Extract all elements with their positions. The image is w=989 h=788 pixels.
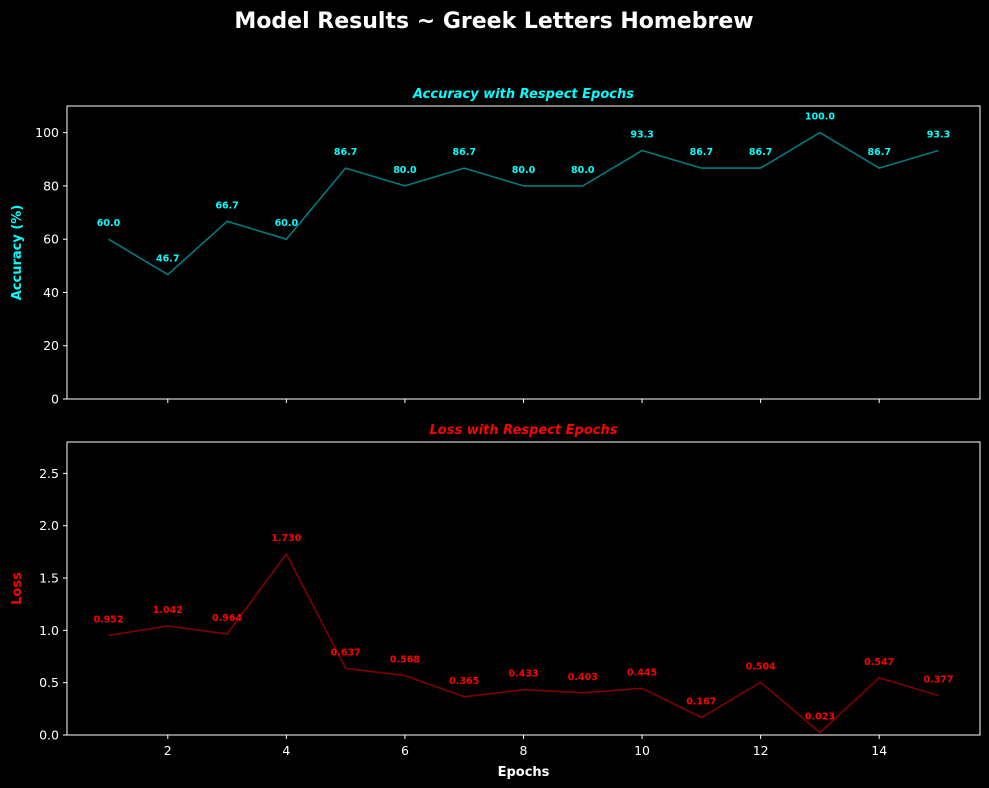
accuracy-chart-title: Accuracy with Respect Epochs [412,87,634,102]
accuracy-y-tick-label: 100 [35,125,59,140]
loss-data-label: 0.365 [449,676,479,687]
loss-data-label: 0.167 [686,697,716,708]
accuracy-y-axis-label: Accuracy (%) [10,205,25,301]
accuracy-data-label: 86.7 [749,147,772,158]
loss-y-tick-label: 1.5 [39,571,59,586]
loss-x-tick-label: 8 [520,743,528,758]
accuracy-y-tick-label: 0 [51,392,59,407]
accuracy-data-label: 86.7 [690,147,713,158]
loss-x-tick-label: 12 [753,743,769,758]
loss-data-label: 0.964 [212,613,242,624]
accuracy-data-label: 80.0 [571,165,595,176]
loss-y-tick-label: 1.0 [39,623,59,638]
loss-x-tick-label: 6 [401,743,409,758]
loss-y-tick-label: 2.5 [39,466,59,481]
figure-title: Model Results ~ Greek Letters Homebrew [234,9,753,34]
loss-x-tick-label: 4 [282,743,290,758]
loss-x-tick-label: 10 [634,743,650,758]
accuracy-data-label: 86.7 [452,147,475,158]
accuracy-chart: Accuracy with Respect Epochs Accuracy (%… [10,87,981,407]
loss-data-label: 0.952 [93,614,123,625]
accuracy-data-label: 86.7 [867,147,890,158]
loss-data-label: 0.637 [331,647,361,658]
loss-data-label: 0.377 [923,675,953,686]
loss-data-label: 0.445 [627,667,657,678]
loss-chart-title: Loss with Respect Epochs [430,423,618,438]
loss-data-label: 0.504 [746,661,776,672]
loss-data-label: 0.547 [864,657,894,668]
loss-y-axis-label: Loss [10,572,25,605]
accuracy-data-label: 86.7 [334,147,357,158]
loss-y-tick-label: 0.0 [39,728,59,743]
accuracy-y-tick-label: 80 [43,178,59,193]
loss-data-label: 0.568 [390,655,420,666]
accuracy-series-line [108,131,939,276]
loss-y-tick-label: 0.5 [39,675,59,690]
accuracy-y-tick-label: 20 [43,338,59,353]
loss-x-tick-label: 14 [871,743,887,758]
loss-data-label: 1.042 [153,605,183,616]
accuracy-data-label: 93.3 [630,129,653,140]
accuracy-data-label: 80.0 [512,165,536,176]
loss-y-tick-label: 2.0 [39,518,59,533]
accuracy-data-label: 66.7 [215,200,238,211]
loss-series-line [108,553,939,734]
loss-data-label: 1.730 [271,533,301,544]
accuracy-data-label: 60.0 [97,218,121,229]
loss-x-axis-label: Epochs [498,765,550,780]
loss-data-label: 0.023 [805,712,835,723]
accuracy-y-tick-label: 60 [43,232,59,247]
loss-chart: Loss with Respect Epochs Loss Epochs 0.0… [10,423,981,780]
accuracy-data-label: 80.0 [393,165,417,176]
loss-data-label: 0.433 [508,669,538,680]
loss-data-label: 0.403 [568,672,598,683]
accuracy-data-label: 100.0 [805,112,835,123]
accuracy-data-label: 46.7 [156,254,179,265]
loss-x-tick-label: 2 [164,743,172,758]
accuracy-data-label: 60.0 [275,218,299,229]
accuracy-data-label: 93.3 [927,129,950,140]
accuracy-y-tick-label: 40 [43,285,59,300]
